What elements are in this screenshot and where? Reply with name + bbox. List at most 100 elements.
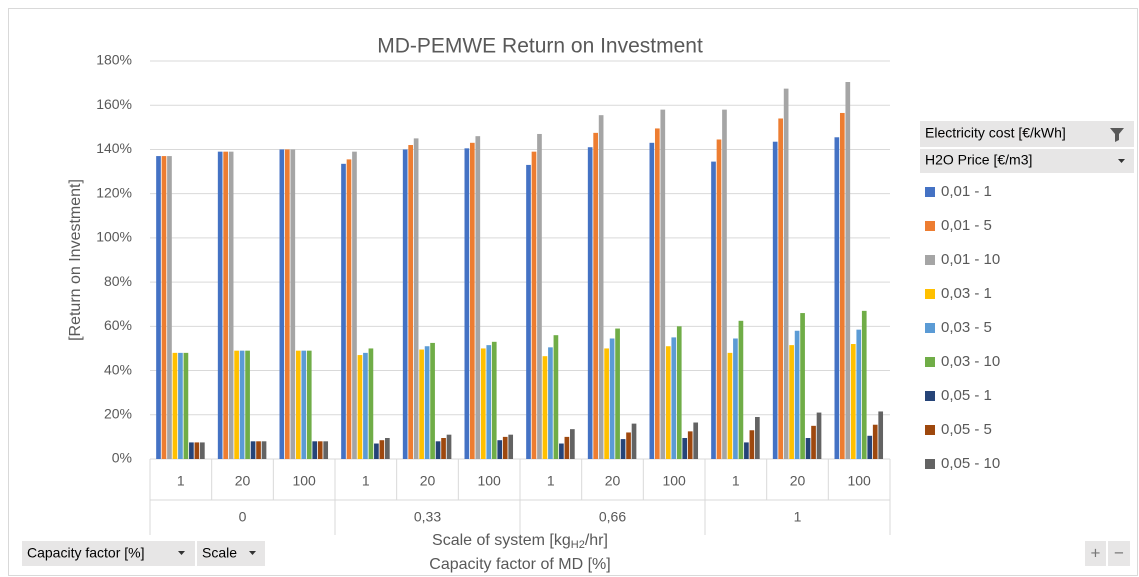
bar (228, 151, 234, 459)
bar (502, 436, 508, 459)
bar (526, 164, 531, 459)
legend-swatch (925, 425, 935, 435)
bar (379, 440, 385, 459)
legend-label: 0,05 - 5 (941, 421, 992, 438)
bar (469, 142, 475, 460)
bar (234, 350, 239, 459)
legend-label: 0,05 - 10 (941, 455, 1000, 472)
pivot-button[interactable] (22, 541, 195, 566)
bar (867, 435, 873, 459)
bar (167, 156, 172, 460)
x-tick-label: 1 (732, 473, 740, 489)
legend-header[interactable]: H2O Price [€/m3] (925, 152, 1032, 168)
zoom-button-label[interactable]: + (1091, 543, 1101, 562)
zoom-button[interactable] (1108, 541, 1130, 566)
bar (341, 163, 346, 460)
bar (419, 349, 424, 459)
bar (727, 352, 733, 459)
x-axis-label-part: Scale of system [kg (432, 532, 571, 549)
bar (245, 350, 250, 459)
bar (183, 352, 189, 459)
legend-header-box[interactable] (920, 121, 1134, 147)
x-tick-label: 1 (177, 473, 185, 489)
bar (620, 439, 626, 459)
bar (660, 109, 666, 460)
x-tick-label: 100 (292, 473, 316, 489)
x-group-label: 0,66 (599, 509, 626, 525)
x-group-label: 0,33 (414, 509, 441, 525)
bar (587, 147, 593, 459)
bar (839, 112, 845, 459)
bar (323, 441, 329, 459)
bar (200, 442, 205, 459)
bar (178, 352, 183, 459)
bar (671, 337, 677, 459)
bar (290, 149, 296, 459)
bar (604, 348, 609, 459)
bar (564, 436, 570, 459)
dropdown-arrow[interactable] (1118, 159, 1125, 163)
bar (317, 441, 323, 459)
bar (626, 432, 631, 459)
legend-swatch (925, 459, 935, 469)
y-axis-label: [Return on Investment] (67, 179, 84, 341)
legend-label: 0,05 - 1 (941, 387, 992, 404)
bar (357, 355, 363, 459)
bar (261, 441, 267, 459)
bar (783, 88, 789, 459)
bar (161, 156, 167, 460)
bar (368, 348, 374, 459)
filter-icon[interactable] (1110, 128, 1124, 142)
dropdown-arrow[interactable] (249, 551, 256, 555)
zoom-button[interactable] (1085, 541, 1106, 566)
bar (217, 151, 223, 459)
bar (649, 142, 655, 460)
bar (878, 411, 884, 459)
bar (834, 137, 840, 460)
chart-border (8, 8, 1138, 576)
bar (872, 424, 878, 459)
bar (598, 115, 604, 459)
bar (542, 356, 548, 459)
legend-swatch (925, 187, 935, 197)
legend-label: 0,03 - 5 (941, 319, 992, 336)
bar (789, 345, 794, 459)
legend-label: 0,01 - 1 (941, 183, 992, 200)
bar (446, 434, 452, 459)
legend-swatch (925, 255, 935, 265)
legend-header[interactable]: Electricity cost [€/kWh] (925, 125, 1066, 141)
legend-swatch (925, 289, 935, 299)
pivot-button-label[interactable]: Capacity factor [%] (27, 545, 145, 561)
bar (508, 434, 514, 459)
bar (778, 118, 783, 459)
bar (374, 443, 379, 459)
bar (312, 441, 318, 459)
x-group-label: 0 (239, 509, 247, 525)
bar (413, 138, 419, 459)
bar (194, 442, 200, 459)
zoom-button-label[interactable]: − (1114, 543, 1124, 562)
bar (256, 441, 261, 459)
bar (548, 347, 553, 459)
legend-label: 0,01 - 5 (941, 217, 992, 234)
pivot-button-label[interactable]: Scale (202, 545, 237, 561)
bar (593, 132, 598, 459)
bar (553, 335, 559, 459)
y-tick-label: 40% (104, 361, 132, 377)
dropdown-arrow[interactable] (178, 551, 185, 555)
bar (435, 441, 441, 459)
bar (480, 348, 486, 459)
x-axis-label: Scale of system [kgH2/hr] (432, 532, 608, 551)
legend-header-box[interactable] (920, 149, 1134, 173)
bar (537, 133, 542, 459)
y-tick-label: 100% (96, 229, 132, 245)
bar (811, 425, 816, 459)
bar (609, 338, 615, 459)
bar (402, 149, 408, 459)
chart-title: MD-PEMWE Return on Investment (377, 35, 703, 58)
bar (676, 326, 682, 459)
bar (486, 345, 492, 459)
bar (475, 136, 481, 459)
bar (497, 440, 503, 459)
bar (385, 437, 390, 459)
